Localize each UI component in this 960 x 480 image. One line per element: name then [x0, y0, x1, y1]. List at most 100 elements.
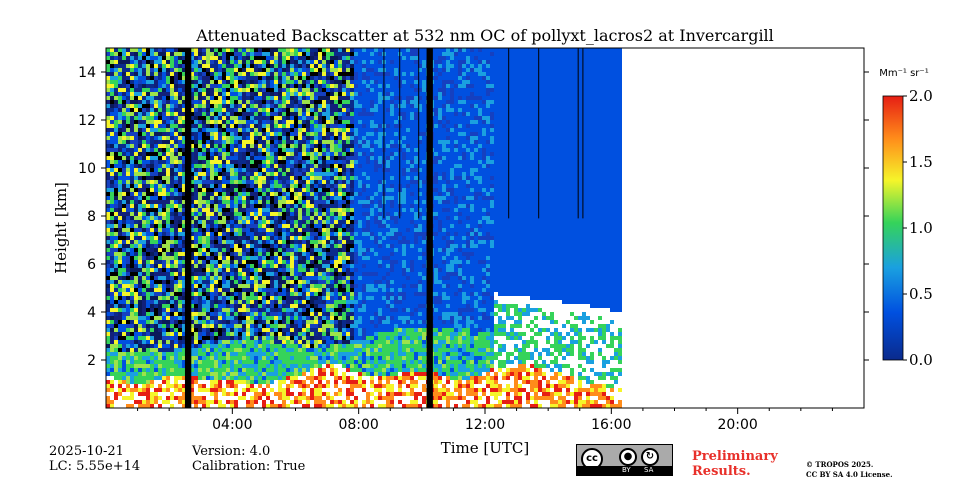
- heatmap-cell: [250, 332, 254, 336]
- heatmap-cell: [226, 356, 230, 360]
- heatmap-cell: [246, 212, 250, 216]
- heatmap-cell: [218, 148, 222, 152]
- heatmap-cell: [270, 192, 274, 196]
- heatmap-cell: [202, 272, 206, 276]
- heatmap-cell: [326, 168, 330, 172]
- heatmap-cell: [246, 344, 250, 348]
- heatmap-cell: [166, 376, 170, 380]
- heatmap-cell: [294, 272, 298, 276]
- heatmap-cell: [206, 344, 210, 348]
- heatmap-cell: [234, 316, 238, 320]
- heatmap-cell: [274, 136, 278, 140]
- heatmap-cell: [230, 100, 234, 104]
- heatmap-cell: [182, 156, 186, 160]
- heatmap-cell: [130, 352, 134, 356]
- heatmap-cell: [150, 244, 154, 248]
- heatmap-cell: [106, 288, 110, 292]
- heatmap-cell: [218, 112, 222, 116]
- heatmap-cell: [242, 316, 246, 320]
- heatmap-cell: [254, 256, 258, 260]
- heatmap-cell: [222, 332, 226, 336]
- heatmap-cell: [142, 216, 146, 220]
- heatmap-cell: [198, 160, 202, 164]
- heatmap-cell: [314, 292, 318, 296]
- heatmap-cell: [166, 232, 170, 236]
- heatmap-cell: [158, 244, 162, 248]
- heatmap-cell: [146, 400, 150, 404]
- heatmap-cell: [118, 340, 122, 344]
- heatmap-cell: [282, 152, 286, 156]
- heatmap-cell: [246, 116, 250, 120]
- heatmap-cell: [198, 376, 202, 380]
- heatmap-cell: [266, 48, 270, 52]
- heatmap-cell: [106, 376, 110, 380]
- heatmap-cell: [254, 404, 258, 408]
- heatmap-cell: [314, 356, 318, 360]
- heatmap-cell: [194, 404, 198, 408]
- heatmap-cell: [318, 240, 322, 244]
- heatmap-cell: [206, 236, 210, 240]
- heatmap-cell: [162, 396, 166, 400]
- heatmap-cell: [318, 88, 322, 92]
- heatmap-cell: [246, 180, 250, 184]
- heatmap-cell: [142, 224, 146, 228]
- heatmap-cell: [214, 308, 218, 312]
- heatmap-cell: [142, 220, 146, 224]
- heatmap-cell: [306, 220, 310, 224]
- heatmap-cell: [170, 360, 174, 364]
- heatmap-cell: [322, 56, 326, 60]
- heatmap-cell: [170, 220, 174, 224]
- heatmap-cell: [162, 252, 166, 256]
- heatmap-cell: [170, 52, 174, 56]
- heatmap-cell: [254, 340, 258, 344]
- heatmap-cell: [190, 88, 194, 92]
- heatmap-cell: [118, 240, 122, 244]
- heatmap-cell: [174, 400, 178, 404]
- heatmap-cell: [182, 332, 186, 336]
- heatmap-cell: [314, 404, 318, 408]
- heatmap-cell: [290, 292, 294, 296]
- heatmap-cell: [230, 196, 234, 200]
- heatmap-cell: [302, 268, 306, 272]
- heatmap-cell: [266, 56, 270, 60]
- heatmap-cell: [198, 84, 202, 88]
- heatmap-cell: [306, 296, 310, 300]
- heatmap-cell: [246, 144, 250, 148]
- heatmap-cell: [326, 172, 330, 176]
- heatmap-cell: [110, 156, 114, 160]
- heatmap-cell: [294, 132, 298, 136]
- heatmap-cell: [298, 156, 302, 160]
- heatmap-cell: [142, 96, 146, 100]
- heatmap-cell: [154, 312, 158, 316]
- heatmap-cell: [266, 364, 270, 368]
- heatmap-cell: [170, 380, 174, 384]
- heatmap-cell: [270, 260, 274, 264]
- heatmap-cell: [142, 228, 146, 232]
- heatmap-cell: [114, 224, 118, 228]
- heatmap-cell: [246, 280, 250, 284]
- heatmap-cell: [266, 300, 270, 304]
- heatmap-cell: [138, 220, 142, 224]
- heatmap-cell: [134, 364, 138, 368]
- heatmap-cell: [322, 160, 326, 164]
- heatmap-cell: [206, 208, 210, 212]
- heatmap-cell: [110, 396, 114, 400]
- heatmap-cell: [274, 260, 278, 264]
- heatmap-cell: [294, 60, 298, 64]
- heatmap-cell: [318, 236, 322, 240]
- heatmap-cell: [130, 360, 134, 364]
- heatmap-cell: [266, 64, 270, 68]
- heatmap-cell: [154, 404, 158, 408]
- heatmap-cell: [182, 72, 186, 76]
- heatmap-cell: [142, 364, 146, 368]
- heatmap-cell: [130, 392, 134, 396]
- heatmap-cell: [270, 280, 274, 284]
- heatmap-cell: [190, 248, 194, 252]
- heatmap-cell: [250, 324, 254, 328]
- heatmap-cell: [262, 328, 266, 332]
- heatmap-cell: [262, 256, 266, 260]
- heatmap-cell: [262, 164, 266, 168]
- heatmap-cell: [202, 308, 206, 312]
- heatmap-cell: [282, 180, 286, 184]
- heatmap-cell: [122, 156, 126, 160]
